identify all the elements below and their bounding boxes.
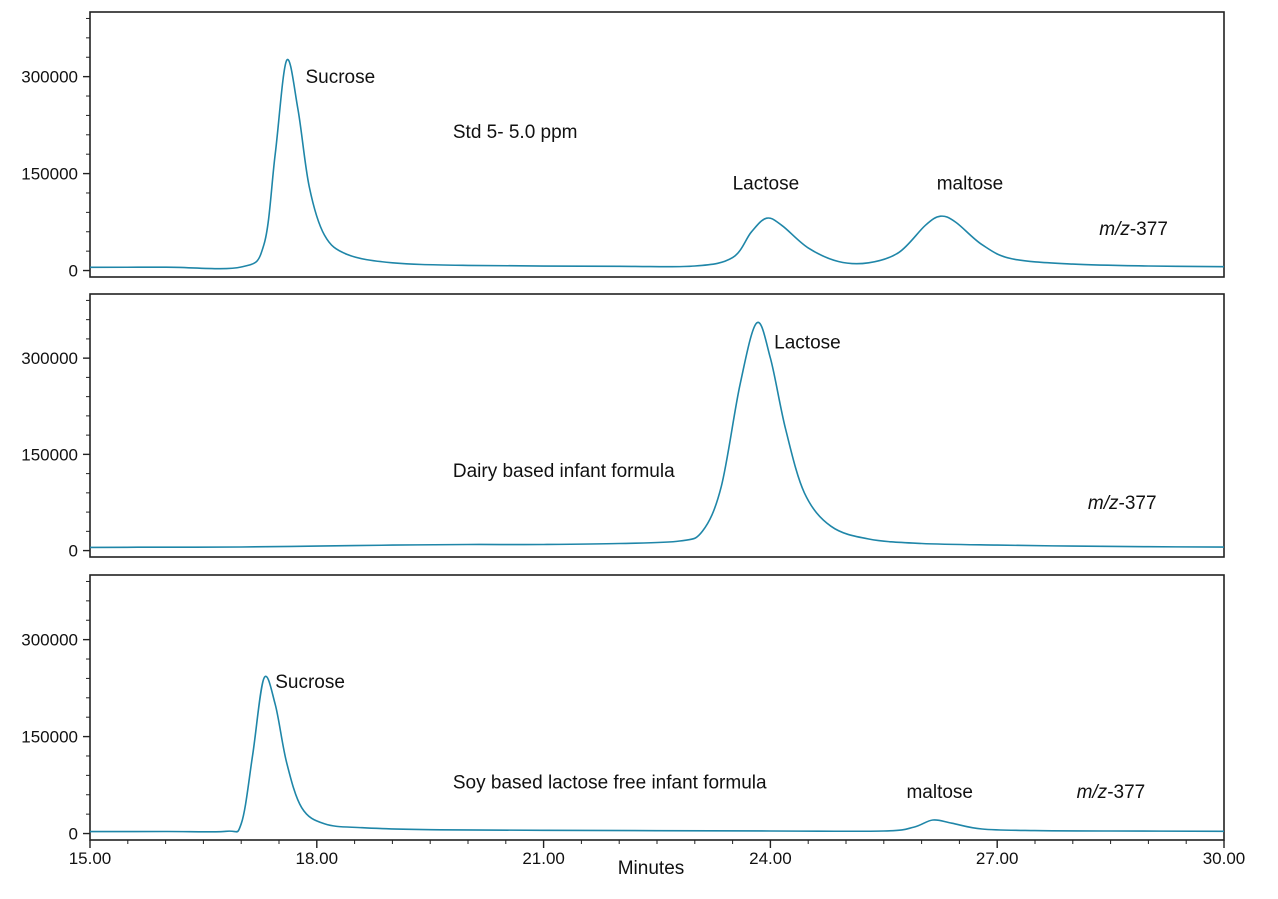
x-tick-label: 15.00 [69, 849, 112, 868]
panel-2-y-tick-label: 300000 [21, 349, 78, 368]
panel-3-y-tick-label: 0 [69, 825, 78, 844]
x-tick-label: 30.00 [1203, 849, 1246, 868]
panel-2-annotation: Lactose [774, 333, 841, 354]
panel-1-series-line [89, 58, 1225, 270]
panel-2-y-tick-label: 0 [69, 542, 78, 561]
panel-1-annotation: Lactose [733, 174, 800, 195]
panel-3-y-tick-label: 300000 [21, 631, 78, 650]
panel-3-frame [89, 574, 1225, 841]
panel-2-y-tick-label: 150000 [21, 445, 78, 464]
panel-2-frame [89, 293, 1225, 558]
panel-1-y-tick-label: 0 [69, 262, 78, 281]
x-tick-label: 27.00 [976, 849, 1019, 868]
panel-1-annotation: maltose [937, 174, 1004, 195]
panel-3-series-line [89, 675, 1225, 833]
panel-1-frame [89, 11, 1225, 278]
panel-2-annotation: m/z-377 [1088, 493, 1157, 514]
x-tick-label: 21.00 [522, 849, 565, 868]
panel-1-y-tick-label: 150000 [21, 165, 78, 184]
x-axis-label: Minutes [618, 858, 685, 879]
panel-1-y-tick-label: 300000 [21, 68, 78, 87]
panel-1-annotation: Std 5- 5.0 ppm [453, 122, 578, 143]
panel-2-series-line [89, 321, 1225, 549]
panel-1-annotation: Sucrose [305, 67, 375, 88]
panel-1-annotation: m/z-377 [1099, 219, 1168, 240]
panel-3-annotation: maltose [906, 782, 973, 803]
panel-3-annotation: Sucrose [275, 672, 345, 693]
x-tick-label: 24.00 [749, 849, 792, 868]
x-tick-label: 18.00 [296, 849, 339, 868]
panel-3-annotation: m/z-377 [1077, 782, 1146, 803]
panel-3-y-tick-label: 150000 [21, 728, 78, 747]
panel-3-annotation: Soy based lactose free infant formula [453, 772, 767, 793]
panel-2-annotation: Dairy based infant formula [453, 461, 675, 482]
